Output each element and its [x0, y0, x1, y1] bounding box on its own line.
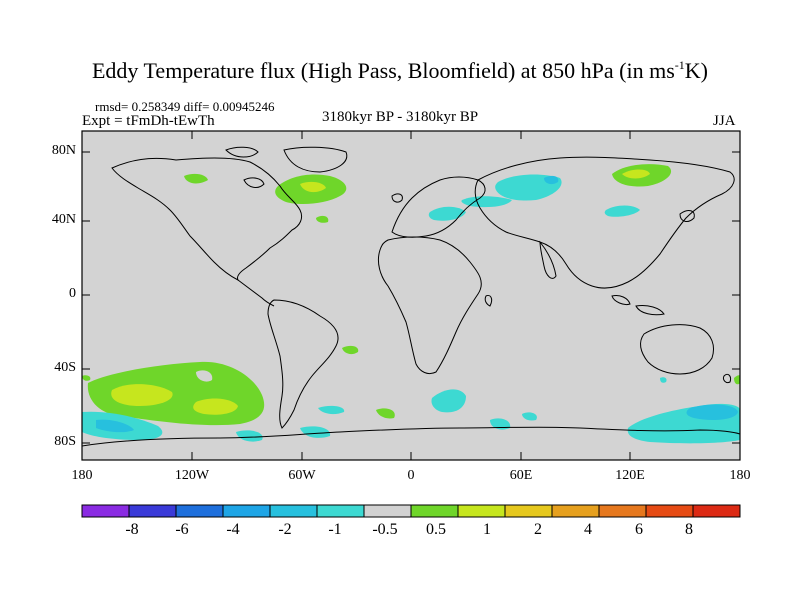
colorbar-label: -0.5	[372, 521, 398, 538]
coast-africa	[377, 236, 482, 375]
colorbar-swatch	[410, 504, 459, 518]
colorbar-swatch	[504, 504, 553, 518]
colorbar-swatch	[175, 504, 224, 518]
region-europe-negative	[428, 206, 466, 221]
coast-south-america	[267, 299, 339, 429]
colorbar-label: -8	[125, 521, 139, 538]
axis-ticks	[82, 131, 740, 460]
x-tick-label: 120E	[615, 468, 645, 483]
region-south-atlantic-negative	[431, 389, 466, 413]
x-tick-label: 60W	[288, 468, 316, 483]
colorbar-label: 6	[635, 521, 643, 538]
colorbar-label: -2	[278, 521, 292, 538]
colorbar-swatch	[645, 504, 694, 518]
coast-north-america	[111, 157, 303, 282]
colorbar-swatch	[363, 504, 412, 518]
coast-australia	[640, 324, 714, 375]
x-tick-label: 120W	[174, 468, 210, 483]
coastlines	[82, 146, 740, 447]
colorbar-swatch	[457, 504, 506, 518]
season-label: JJA	[713, 113, 736, 129]
title-main: Eddy Temperature flux (High Pass, Bloomf…	[91, 58, 675, 83]
coast-antarctica	[82, 426, 740, 447]
x-tick-label: 180	[729, 468, 751, 483]
y-tick-label: 80S	[54, 434, 76, 449]
colorbar-label: 1	[483, 521, 491, 538]
coast-europe	[391, 176, 486, 238]
colorbar-label: 0.5	[426, 521, 446, 538]
x-tick-label: 180	[71, 468, 93, 483]
colorbar-swatch	[316, 504, 365, 518]
colorbar-swatch	[598, 504, 647, 518]
colorbar	[81, 504, 741, 518]
region-south-pacific-core2	[193, 398, 238, 415]
y-tick-label: 0	[69, 286, 76, 301]
colorbar-label: 8	[685, 521, 693, 538]
colorbar-label: 2	[534, 521, 542, 538]
colorbar-label: -1	[328, 521, 342, 538]
region-south-pacific-core	[111, 384, 173, 406]
colorbar-label: 4	[584, 521, 592, 538]
colorbar-swatch	[128, 504, 177, 518]
figure-title: Eddy Temperature flux (High Pass, Bloomf…	[0, 58, 800, 84]
colorbar-swatch	[692, 504, 741, 518]
colorbar-label: -6	[175, 521, 189, 538]
period-label: 3180kyr BP - 3180kyr BP	[322, 109, 479, 125]
colorbar-swatch	[551, 504, 600, 518]
y-tick-label: 40S	[54, 360, 76, 375]
title-end: K)	[684, 58, 708, 83]
colorbar-swatch	[81, 504, 130, 518]
colorbar-swatch	[222, 504, 271, 518]
experiment-label: Expt = tFmDh-tEwTh	[82, 113, 215, 129]
title-superscript: -1	[674, 58, 685, 72]
x-tick-label: 0	[407, 468, 415, 483]
colorbar-swatch	[269, 504, 318, 518]
coast-asia	[474, 156, 735, 289]
y-tick-label: 80N	[51, 143, 76, 158]
colorbar-label: -4	[226, 521, 240, 538]
stats-text: rmsd= 0.258349 diff= 0.00945246	[95, 99, 275, 114]
y-tick-label: 40N	[51, 212, 76, 227]
anomaly-regions	[82, 164, 740, 444]
x-tick-label: 60E	[509, 468, 533, 483]
